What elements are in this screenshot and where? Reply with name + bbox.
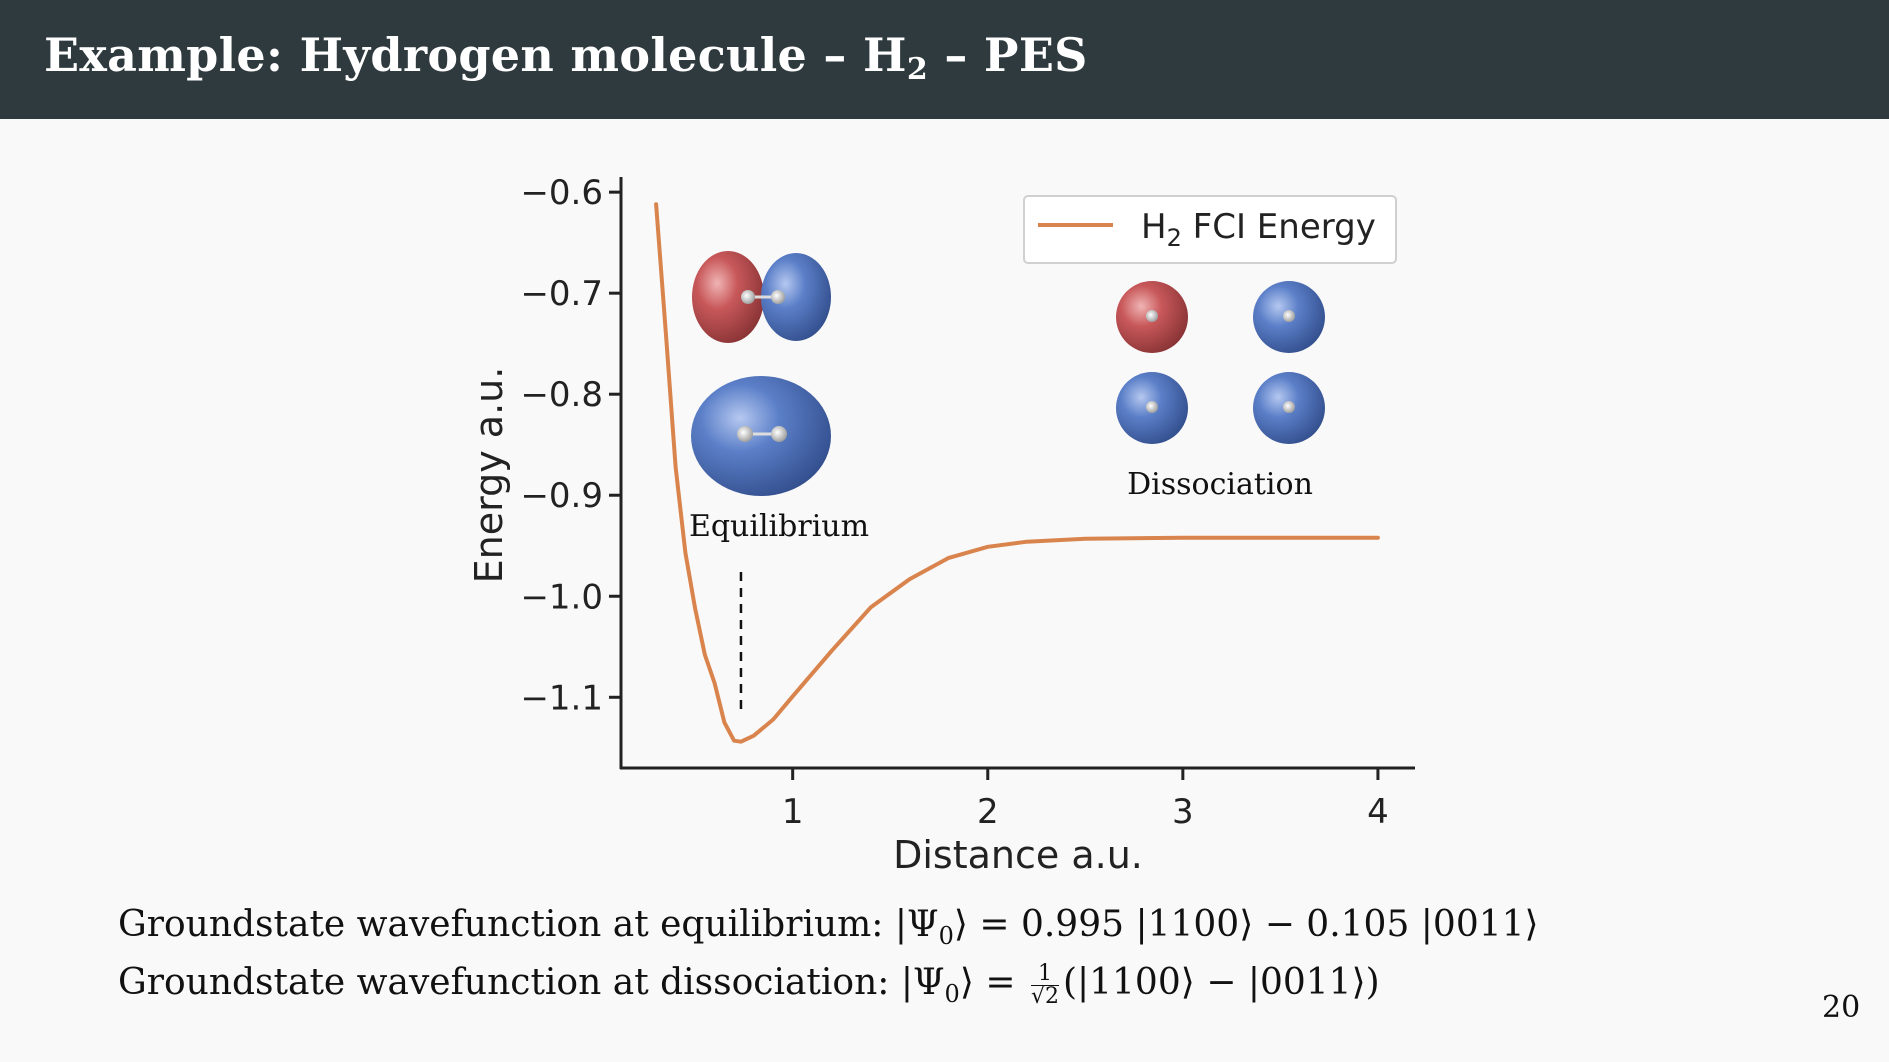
dissociation-orbital-red-icon bbox=[1116, 281, 1188, 353]
legend: H2 FCI Energy bbox=[1023, 195, 1397, 264]
dissociation-wavefunction-line: Groundstate wavefunction at dissociation… bbox=[118, 962, 1380, 1008]
slide-title-suffix: – PES bbox=[928, 28, 1088, 82]
y-axis-label: Energy a.u. bbox=[467, 367, 511, 584]
y-tick-label: −0.7 bbox=[520, 274, 603, 314]
psi-symbol: |Ψ0⟩ bbox=[894, 904, 980, 951]
equilibrium-wavefunction-text: Groundstate wavefunction at equilibrium: bbox=[118, 904, 895, 945]
y-tick-label: −0.6 bbox=[520, 173, 603, 213]
dissociation-orbital-blue-1-icon bbox=[1253, 281, 1325, 353]
equilibrium-label: Equilibrium bbox=[689, 509, 869, 544]
bonding-orbital-icon bbox=[691, 376, 831, 496]
axes bbox=[619, 177, 1415, 770]
x-axis-label: Distance a.u. bbox=[893, 833, 1143, 877]
y-tick-label: −1.0 bbox=[520, 577, 603, 617]
fraction: 1 √2 bbox=[1030, 962, 1059, 1009]
page-number: 20 bbox=[1822, 990, 1861, 1025]
fraction-denominator: √2 bbox=[1030, 983, 1059, 1009]
y-tick-label: −0.9 bbox=[520, 476, 603, 516]
x-tick-label: 1 bbox=[782, 792, 804, 832]
dissociation-wavefunction-text: Groundstate wavefunction at dissociation… bbox=[118, 962, 901, 1003]
slide-title-subscript: 2 bbox=[906, 52, 928, 87]
dissociation-orbitals: Dissociation bbox=[1116, 281, 1325, 502]
equilibrium-orbitals: Equilibrium bbox=[689, 251, 869, 544]
y-ticks: −0.6 −0.7 −0.8 −0.9 −1.0 −1.1 bbox=[520, 173, 621, 718]
series-line-h2-fci-energy bbox=[654, 202, 1380, 744]
title-bar: Example: Hydrogen molecule – H2 – PES bbox=[0, 0, 1889, 119]
fraction-numerator: 1 bbox=[1030, 962, 1059, 986]
x-tick-label: 2 bbox=[977, 792, 999, 832]
legend-label: H2 FCI Energy bbox=[1141, 207, 1376, 252]
dissociation-orbital-blue-2-icon bbox=[1116, 372, 1188, 444]
y-tick-label: −1.1 bbox=[520, 678, 603, 718]
equilibrium-wavefunction-math: = 0.995 |1100⟩ − 0.105 |0011⟩ bbox=[979, 904, 1539, 945]
slide-title-main: Example: Hydrogen molecule – H bbox=[44, 28, 907, 82]
dissociation-orbital-blue-3-icon bbox=[1253, 372, 1325, 444]
dissociation-wavefunction-math: (|1100⟩ − |0011⟩) bbox=[1062, 962, 1380, 1003]
equilibrium-wavefunction-line: Groundstate wavefunction at equilibrium:… bbox=[118, 904, 1539, 950]
equals-sign: = bbox=[985, 962, 1027, 1003]
antibonding-orbital-icon bbox=[692, 251, 831, 343]
x-tick-label: 4 bbox=[1367, 792, 1389, 832]
x-tick-label: 3 bbox=[1172, 792, 1194, 832]
x-ticks: 1 2 3 4 bbox=[782, 768, 1389, 832]
psi-symbol-2: |Ψ0⟩ bbox=[900, 962, 986, 1009]
slide-title: Example: Hydrogen molecule – H2 – PES bbox=[44, 28, 1088, 87]
legend-box bbox=[1023, 195, 1397, 264]
y-tick-label: −0.8 bbox=[520, 375, 603, 415]
dissociation-label: Dissociation bbox=[1127, 467, 1313, 502]
